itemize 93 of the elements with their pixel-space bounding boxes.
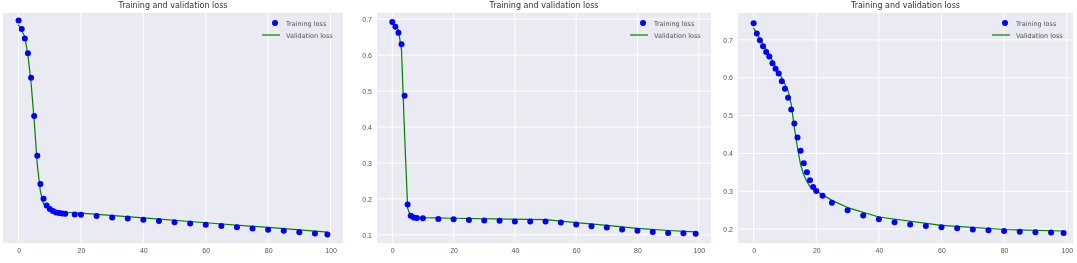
point	[985, 227, 992, 234]
point	[803, 169, 810, 176]
point	[511, 218, 518, 225]
point	[760, 43, 767, 50]
point	[775, 70, 782, 77]
chart-title: Training and validation loss	[117, 1, 228, 10]
point	[860, 212, 867, 219]
point	[392, 23, 399, 30]
point	[435, 215, 442, 222]
point	[1016, 228, 1023, 235]
point	[692, 230, 699, 237]
point	[1032, 229, 1039, 236]
point	[37, 181, 44, 187]
point	[450, 216, 457, 223]
point	[891, 219, 898, 226]
point	[763, 48, 770, 55]
point	[202, 221, 209, 228]
point	[753, 30, 760, 37]
point	[398, 41, 405, 48]
point	[21, 35, 28, 42]
point	[954, 225, 961, 232]
point	[542, 218, 549, 225]
point	[665, 230, 672, 237]
point	[395, 29, 402, 36]
point	[24, 50, 31, 57]
point	[280, 227, 287, 234]
point	[71, 211, 78, 218]
point	[109, 214, 116, 221]
point	[155, 218, 162, 225]
point	[18, 26, 25, 33]
point	[140, 216, 147, 223]
point	[40, 195, 47, 202]
point	[1048, 229, 1055, 236]
point	[756, 37, 763, 44]
point	[781, 85, 788, 92]
point	[419, 215, 426, 222]
point	[791, 120, 798, 127]
chart-title: Training and validation loss	[488, 1, 599, 10]
point	[875, 216, 882, 223]
point	[557, 219, 564, 226]
point	[828, 199, 835, 206]
point	[603, 224, 610, 231]
point	[404, 201, 411, 208]
point	[588, 223, 595, 230]
point	[680, 230, 687, 237]
point	[788, 106, 795, 113]
point	[750, 20, 757, 27]
point	[28, 74, 35, 81]
point	[810, 184, 817, 191]
point	[1060, 229, 1067, 236]
point	[634, 227, 641, 234]
point	[311, 230, 318, 237]
point	[1001, 228, 1008, 235]
point	[389, 18, 396, 25]
point	[772, 65, 779, 72]
point	[938, 224, 945, 231]
point	[233, 224, 240, 231]
point	[34, 152, 41, 159]
point	[265, 226, 272, 233]
point	[496, 217, 503, 224]
point	[31, 112, 38, 119]
point	[844, 207, 851, 214]
point	[785, 94, 792, 101]
point	[249, 225, 256, 232]
point	[324, 231, 331, 238]
chart-title: Training and validation loss	[849, 1, 961, 10]
point	[907, 221, 914, 228]
point	[15, 17, 22, 24]
point	[813, 187, 820, 194]
point	[807, 177, 814, 184]
point	[77, 211, 84, 218]
point	[296, 229, 303, 236]
point	[187, 220, 194, 227]
point	[778, 78, 785, 85]
point	[766, 53, 773, 60]
point	[797, 147, 804, 154]
point	[124, 215, 131, 222]
point	[800, 160, 807, 167]
point	[481, 217, 488, 224]
point	[573, 221, 580, 228]
point	[218, 222, 225, 229]
point	[649, 228, 656, 235]
point	[527, 218, 534, 225]
point	[401, 92, 408, 99]
point	[819, 192, 826, 199]
point	[794, 134, 801, 141]
point	[922, 223, 929, 230]
point	[171, 219, 178, 226]
point	[465, 217, 472, 224]
point	[969, 226, 976, 233]
point	[93, 213, 100, 220]
point	[769, 60, 776, 67]
point	[619, 226, 626, 233]
